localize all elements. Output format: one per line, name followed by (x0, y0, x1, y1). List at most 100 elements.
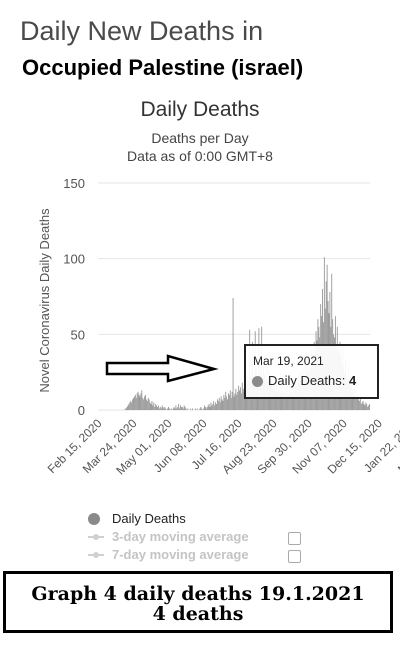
bar (241, 382, 243, 410)
bar (239, 387, 241, 410)
bar (277, 388, 279, 410)
3-day-average-checkbox[interactable] (288, 532, 301, 545)
bar (233, 396, 235, 410)
bar (170, 408, 172, 410)
bar (224, 397, 226, 410)
bar (365, 402, 367, 410)
bar (289, 391, 291, 410)
bar (356, 397, 358, 410)
bar (156, 405, 158, 410)
bar (364, 405, 366, 410)
headline-line1: Daily New Deaths in (20, 16, 264, 46)
bar (276, 391, 278, 410)
bar (285, 396, 287, 410)
bar (149, 402, 151, 410)
chart-data-timestamp: Data as of 0:00 GMT+8 (127, 148, 273, 164)
bar (129, 402, 131, 410)
bar (200, 406, 202, 410)
line-marker-icon (88, 552, 104, 558)
bar (132, 399, 134, 410)
bar (284, 391, 286, 410)
bar (362, 400, 364, 410)
bar (130, 400, 132, 410)
bar (221, 399, 223, 410)
bar (286, 388, 288, 410)
bar (164, 406, 166, 410)
bar (173, 406, 175, 410)
bar (147, 397, 149, 410)
bar (159, 406, 161, 410)
bar (275, 390, 276, 410)
bar (351, 388, 353, 410)
bar (139, 396, 141, 410)
y-tick-label: 50 (71, 327, 85, 342)
bar (152, 405, 154, 410)
bar (226, 396, 228, 410)
bar (125, 408, 127, 410)
bar (293, 390, 295, 410)
bar (231, 391, 233, 410)
bar (128, 403, 130, 410)
bar (133, 396, 135, 410)
bar (145, 394, 146, 410)
bar (358, 400, 360, 410)
bar (359, 397, 361, 410)
bar (243, 391, 245, 410)
bar (172, 408, 174, 410)
bar (205, 408, 207, 410)
bar (134, 394, 136, 410)
bar (214, 405, 216, 410)
bar (204, 406, 206, 410)
bar (216, 399, 218, 410)
tooltip-text: Daily Deaths: 4 (268, 373, 356, 388)
bar (182, 408, 184, 410)
bar (196, 408, 198, 410)
bar (190, 408, 192, 410)
bar (131, 402, 133, 410)
caption-line2: 4 deaths (152, 603, 244, 625)
bar (230, 397, 232, 410)
bar (168, 406, 169, 410)
7-day-average-checkbox[interactable] (288, 550, 301, 563)
caption-box: Graph 4 daily deaths 19.1.2021 4 deaths (3, 571, 393, 633)
bar (144, 396, 146, 410)
chart-subtitle: Deaths per Day (151, 130, 249, 146)
bar (222, 400, 224, 410)
y-axis-label: Novel Coronavirus Daily Deaths (37, 208, 52, 393)
tooltip-label: Daily Deaths: (268, 373, 346, 388)
bar (151, 400, 153, 410)
legend-label: 3-day moving average (112, 529, 249, 544)
bar (184, 406, 186, 410)
bar (169, 408, 170, 410)
bar (160, 408, 162, 410)
bar (323, 257, 325, 410)
bar (287, 393, 288, 410)
bar (235, 388, 237, 410)
bar (227, 399, 228, 410)
bar (187, 408, 189, 410)
bar (331, 273, 333, 410)
bar (208, 403, 210, 410)
caption-line1: Graph 4 daily deaths 19.1.2021 (31, 583, 365, 605)
annotation-arrow-icon (105, 354, 219, 383)
y-tick-label: 150 (63, 176, 85, 191)
bar (367, 406, 369, 410)
bar (181, 406, 183, 410)
bar (155, 403, 157, 410)
bar (157, 406, 158, 410)
bar (209, 406, 211, 410)
bar (217, 400, 219, 410)
bar (355, 396, 357, 410)
bar (140, 393, 142, 410)
circle-icon (88, 513, 100, 525)
bar (148, 399, 150, 410)
bar (153, 402, 155, 410)
bar (220, 396, 222, 410)
bar (142, 397, 144, 410)
bar (353, 394, 355, 410)
bar (180, 405, 181, 410)
bar (354, 388, 356, 410)
legend-label: 7-day moving average (112, 547, 249, 562)
bar (236, 394, 238, 410)
bar (212, 403, 214, 410)
